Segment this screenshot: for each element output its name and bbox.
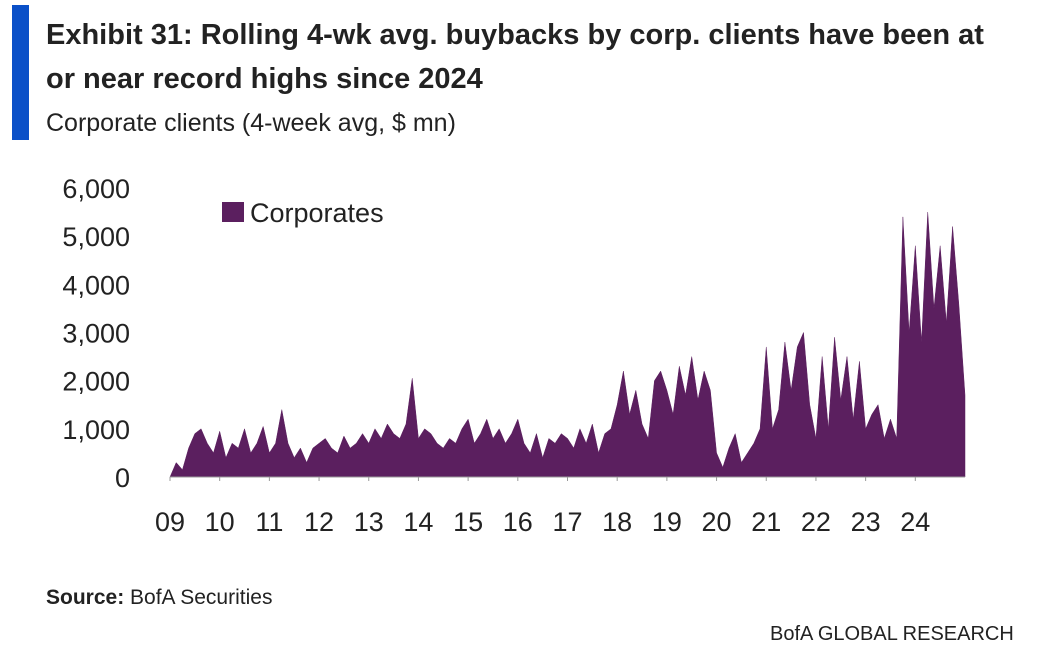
- source-text: BofA Securities: [130, 586, 272, 609]
- x-tick-label: 19: [652, 507, 682, 537]
- x-tick-label: 22: [801, 507, 831, 537]
- chart-subtitle: Corporate clients (4-week avg, $ mn): [46, 109, 456, 137]
- y-tick-label: 3,000: [62, 319, 130, 349]
- chart-title: or near record highs since 2024: [46, 63, 483, 95]
- legend-swatch: [222, 202, 244, 222]
- x-tick-label: 21: [751, 507, 781, 537]
- x-tick-label: 10: [205, 507, 235, 537]
- y-tick-label: 5,000: [62, 222, 130, 252]
- x-tick-label: 17: [552, 507, 582, 537]
- x-tick-label: 13: [354, 507, 384, 537]
- x-tick-label: 23: [851, 507, 881, 537]
- y-tick-label: 6,000: [62, 174, 130, 204]
- y-tick-label: 0: [115, 463, 130, 493]
- legend-label: Corporates: [250, 198, 384, 228]
- x-tick-label: 09: [155, 507, 185, 537]
- x-tick-label: 18: [602, 507, 632, 537]
- x-tick-label: 11: [255, 507, 283, 537]
- x-tick-label: 14: [403, 507, 433, 537]
- footer: BofA GLOBAL RESEARCH: [770, 623, 1014, 645]
- source: Source: BofA Securities: [46, 586, 272, 609]
- x-tick-label: 15: [453, 507, 483, 537]
- accent-bar: [12, 5, 29, 140]
- x-tick-label: 16: [503, 507, 533, 537]
- y-tick-label: 2,000: [62, 367, 130, 397]
- source-label: Source:: [46, 586, 124, 609]
- x-tick-label: 20: [702, 507, 732, 537]
- y-tick-label: 4,000: [62, 270, 130, 300]
- x-tick-label: 24: [900, 507, 930, 537]
- area: [169, 212, 966, 478]
- x-tick-label: 12: [304, 507, 334, 537]
- y-tick-label: 1,000: [62, 415, 130, 445]
- chart-title: Exhibit 31: Rolling 4-wk avg. buybacks b…: [46, 19, 984, 51]
